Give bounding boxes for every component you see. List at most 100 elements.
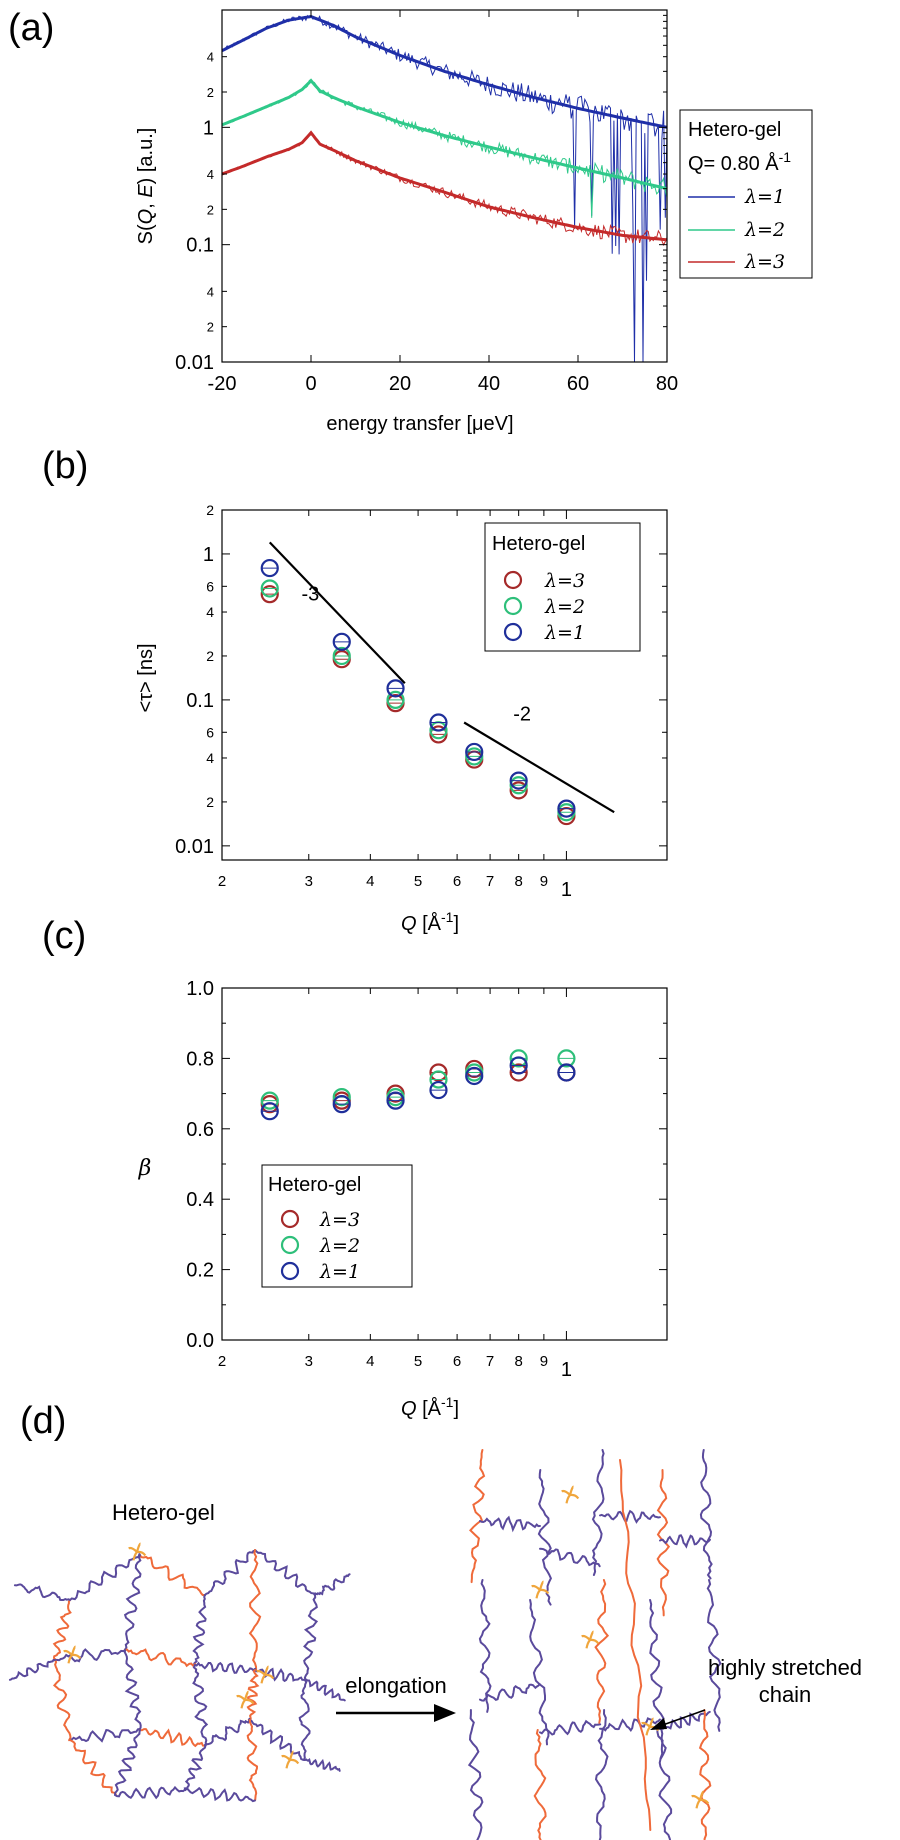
stretched-chain	[706, 1579, 722, 1732]
polymer-chain	[69, 1739, 117, 1796]
polymer-chain	[123, 1554, 142, 1651]
bridge-chain	[599, 1717, 661, 1733]
polymer-chain	[114, 1785, 186, 1800]
panel-label-c: (c)	[42, 915, 86, 957]
chart-c-points	[260, 1049, 576, 1121]
highly-stretched-chain	[619, 1459, 652, 1831]
stretched-chain	[529, 1599, 550, 1746]
chart-a-ytick-minor-label: 4	[207, 50, 214, 65]
crosslink	[561, 1485, 580, 1504]
chart-b-ytick-label: 6	[206, 578, 214, 594]
chart-b-xtick-label: 1	[561, 879, 572, 901]
polymer-chain	[298, 1679, 311, 1761]
chart-c-legend-marker-l1	[280, 1261, 300, 1281]
stretched-chain	[478, 1579, 492, 1713]
chart-b-guide-line-2	[463, 721, 615, 814]
chart-c-xtick-label: 2	[218, 1353, 226, 1370]
polymer-chain	[192, 1594, 207, 1666]
crosslink-arm	[281, 1754, 291, 1761]
crosslink-arm	[531, 1584, 541, 1591]
chart-c-ytick-label: 1.0	[186, 978, 214, 1000]
crosslink-arm	[695, 1799, 701, 1809]
chart-a-ytick-minor-label: 4	[207, 167, 214, 182]
chart-a-legend-q: Q= 0.80 Å-1	[688, 149, 791, 175]
polymer-chain	[139, 1554, 206, 1597]
bridge-chain	[479, 1515, 541, 1533]
chart-b-guide-label-1: -3	[302, 583, 320, 605]
crosslink-arm	[568, 1485, 574, 1496]
chart-c-ytick-label: 0.2	[186, 1260, 214, 1282]
chart-a-fit-line-3	[221, 130, 668, 242]
crosslink	[281, 1750, 300, 1769]
bridge-chain	[479, 1683, 541, 1702]
chart-a-xtick-label: 0	[305, 373, 316, 395]
polymer-chain	[139, 1728, 206, 1748]
crosslink-arm	[263, 1665, 269, 1676]
chart-b-guide-line-1	[268, 541, 406, 685]
chart-a-fit-line-1	[221, 14, 668, 129]
stretched-chain	[649, 1599, 665, 1760]
chart-a-data-trace-1	[221, 14, 668, 363]
chart-b-guides: -3 -2	[268, 541, 615, 814]
crosslink-arm	[565, 1494, 571, 1504]
chart-b-frame	[221, 509, 668, 861]
chart-c-xlabel: Q [Å-1]	[401, 1394, 459, 1420]
crosslink-arm	[67, 1654, 73, 1664]
polymer-chain	[52, 1599, 72, 1662]
chart-a-ytick-label: 0.01	[175, 352, 214, 374]
crosslink	[256, 1665, 275, 1684]
crosslink-arm	[648, 1717, 654, 1728]
chart-b-legend-entry-l1: λ=1	[544, 622, 585, 644]
crosslink-arm	[289, 1758, 300, 1765]
chart-a-legend-entry-l1: λ=1	[744, 186, 785, 208]
polymer-chain	[246, 1719, 259, 1801]
chart-b-legend-marker-l2	[503, 596, 523, 616]
polymer-chain	[303, 1594, 319, 1681]
polymer-chain-end	[304, 1678, 346, 1702]
crosslink	[581, 1630, 600, 1649]
network-stretched	[467, 1449, 722, 1840]
chart-b-xtick-label: 9	[540, 873, 548, 890]
panel-label-a: (a)	[8, 7, 54, 49]
chart-b-xtick-label: 6	[453, 873, 461, 890]
chart-a-frame	[221, 9, 668, 363]
stretched-chain	[656, 1469, 671, 1617]
chart-b-legend-entry-l2: λ=2	[544, 596, 585, 618]
crosslink-arm	[538, 1580, 544, 1591]
chart-c-ytick-label: 0.6	[186, 1119, 214, 1141]
chart-b-ytick-label: 4	[206, 750, 214, 766]
chart-b-points	[260, 558, 576, 826]
polymer-chain	[69, 1728, 141, 1743]
crosslink-arm	[240, 1699, 246, 1709]
stretched-chain	[698, 1709, 712, 1840]
crosslink-arm	[285, 1759, 291, 1769]
chart-a-ytick-label: 0.1	[186, 235, 214, 257]
chart-a-xlabel: energy transfer [μeV]	[326, 413, 513, 435]
stretched-chain	[533, 1729, 547, 1840]
bridge-chain	[539, 1547, 601, 1568]
bridge-chain	[599, 1509, 661, 1524]
polymer-chain	[248, 1549, 262, 1671]
polymer-chain	[194, 1661, 257, 1674]
polymer-chain	[183, 1744, 207, 1792]
chart-b-legend-title: Hetero-gel	[492, 533, 585, 555]
chart-c-legend-marker-l3	[280, 1209, 300, 1229]
chart-c-legend-entry-l2: λ=2	[319, 1235, 360, 1257]
chart-a-legend-entry-l3: λ=3	[744, 251, 785, 273]
elongation-label: elongation	[345, 1673, 447, 1698]
chart-c-legend-marker-l2	[280, 1235, 300, 1255]
chart-b-xtick-label: 8	[514, 873, 522, 890]
polymer-chain	[246, 1669, 260, 1721]
chart-c-ytick-label: 0.4	[186, 1189, 214, 1211]
chart-c-ytick-label: 0.0	[186, 1330, 214, 1352]
chart-a-xtick-label: 20	[389, 373, 411, 395]
crosslink-arm	[645, 1726, 651, 1736]
stretched-chain	[469, 1449, 486, 1584]
polymer-chain	[69, 1553, 141, 1601]
stretched-chain	[658, 1729, 673, 1840]
chart-a-ticks: -20 0 20 40 60 80 0.01 0.1 1 2 4 2 4 2 4	[175, 10, 678, 395]
chart-a-legend: Hetero-gel Q= 0.80 Å-1 λ=1 λ=2 λ=3	[679, 109, 813, 279]
stretched-chain	[467, 1709, 484, 1840]
chart-a-legend-box	[679, 109, 813, 279]
